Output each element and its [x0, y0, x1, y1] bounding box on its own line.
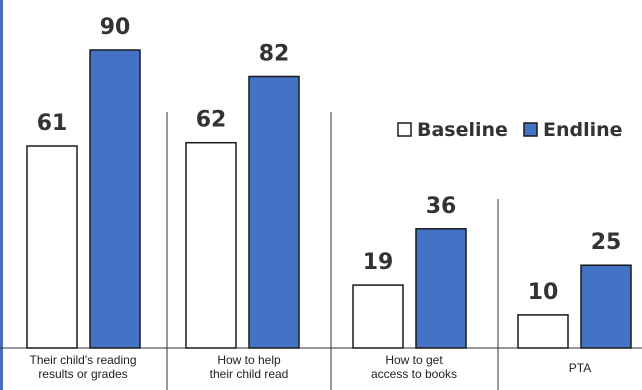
baseline-value-label: 19	[363, 250, 394, 275]
baseline-bar	[185, 141, 237, 349]
legend-endline-label: Endline	[543, 119, 623, 141]
baseline-bar	[26, 145, 78, 349]
category-label: results or grades	[38, 367, 127, 381]
baseline-value-label: 62	[196, 108, 227, 133]
endline-bar	[248, 75, 300, 349]
baseline-bar	[352, 284, 404, 349]
endline-bar	[580, 264, 632, 349]
endline-value-label: 90	[100, 15, 131, 40]
endline-value-label: 82	[259, 41, 290, 66]
legend-endline-swatch	[523, 122, 538, 137]
endline-value-label: 36	[426, 194, 457, 219]
left-accent-bar	[0, 0, 3, 390]
category-label: access to books	[371, 367, 457, 381]
category-label: Their child's reading	[29, 353, 136, 367]
category-label: their child read	[210, 367, 289, 381]
endline-bar	[415, 228, 467, 349]
legend-baseline-label: Baseline	[417, 119, 508, 141]
legend-baseline-swatch	[397, 122, 412, 137]
baseline-value-label: 10	[528, 280, 559, 305]
endline-bar	[89, 49, 141, 349]
baseline-value-label: 61	[37, 111, 68, 136]
category-label: How to help	[217, 353, 281, 367]
category-label: How to get	[385, 353, 443, 367]
endline-value-label: 25	[591, 230, 622, 255]
category-label: PTA	[569, 361, 591, 375]
baseline-bar	[517, 314, 569, 349]
